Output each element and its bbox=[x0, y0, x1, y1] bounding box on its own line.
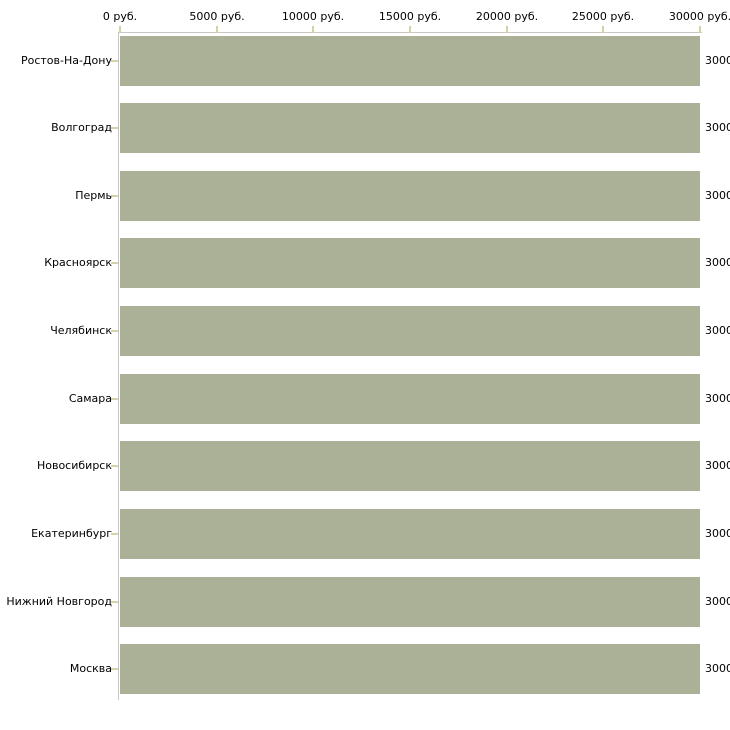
bar-value-label: 30000 руб. bbox=[705, 662, 730, 675]
y-axis-tick-mark bbox=[111, 60, 118, 62]
bar-value-label: 30000 руб. bbox=[705, 121, 730, 134]
x-axis-tick-label: 30000 руб. bbox=[668, 10, 730, 23]
y-axis-tick-mark bbox=[111, 330, 118, 332]
y-axis-tick-mark bbox=[111, 533, 118, 535]
x-axis-tick-mark bbox=[216, 26, 218, 33]
bar-value-label: 30000 руб. bbox=[705, 459, 730, 472]
category-label: Пермь bbox=[75, 189, 112, 202]
x-axis-tick-mark bbox=[506, 26, 508, 33]
x-axis-tick-mark bbox=[409, 26, 411, 33]
bar-9 bbox=[120, 577, 700, 627]
y-axis-tick-mark bbox=[111, 127, 118, 129]
bar-5 bbox=[120, 306, 700, 356]
bar-6 bbox=[120, 374, 700, 424]
bar-value-label: 30000 руб. bbox=[705, 54, 730, 67]
bar-3 bbox=[120, 171, 700, 221]
bar-10 bbox=[120, 644, 700, 694]
x-axis-tick-label: 15000 руб. bbox=[378, 10, 442, 23]
x-axis-tick-label: 25000 руб. bbox=[571, 10, 635, 23]
category-label: Ростов-На-Дону bbox=[20, 54, 112, 67]
category-label: Челябинск bbox=[50, 324, 112, 337]
category-label: Волгоград bbox=[51, 121, 112, 134]
bar-value-label: 30000 руб. bbox=[705, 256, 730, 269]
bar-value-label: 30000 руб. bbox=[705, 595, 730, 608]
x-axis-tick-mark bbox=[699, 26, 701, 33]
y-axis-tick-mark bbox=[111, 195, 118, 197]
y-axis-tick-mark bbox=[111, 601, 118, 603]
bar-value-label: 30000 руб. bbox=[705, 324, 730, 337]
category-label: Нижний Новгород bbox=[6, 595, 112, 608]
bar-2 bbox=[120, 103, 700, 153]
category-label: Самара bbox=[68, 392, 112, 405]
bar-7 bbox=[120, 441, 700, 491]
y-axis-tick-mark bbox=[111, 398, 118, 400]
y-axis-line bbox=[118, 32, 119, 700]
x-axis-tick-label: 10000 руб. bbox=[281, 10, 345, 23]
y-axis-tick-mark bbox=[111, 262, 118, 264]
category-label: Новосибирск bbox=[36, 459, 112, 472]
bar-value-label: 30000 руб. bbox=[705, 189, 730, 202]
category-label: Москва bbox=[69, 662, 112, 675]
y-axis-tick-mark bbox=[111, 465, 118, 467]
bar-8 bbox=[120, 509, 700, 559]
x-axis-tick-mark bbox=[602, 26, 604, 33]
y-axis-tick-mark bbox=[111, 668, 118, 670]
x-axis-tick-label: 20000 руб. bbox=[475, 10, 539, 23]
category-label: Екатеринбург bbox=[31, 527, 112, 540]
bar-4 bbox=[120, 238, 700, 288]
x-axis-tick-label: 5000 руб. bbox=[189, 10, 245, 23]
x-axis-tick-mark bbox=[312, 26, 314, 33]
bar-value-label: 30000 руб. bbox=[705, 392, 730, 405]
x-axis-tick-label: 0 руб. bbox=[102, 10, 138, 23]
x-axis-tick-mark bbox=[119, 26, 121, 33]
bar-1 bbox=[120, 36, 700, 86]
category-label: Красноярск bbox=[44, 256, 112, 269]
bar-value-label: 30000 руб. bbox=[705, 527, 730, 540]
